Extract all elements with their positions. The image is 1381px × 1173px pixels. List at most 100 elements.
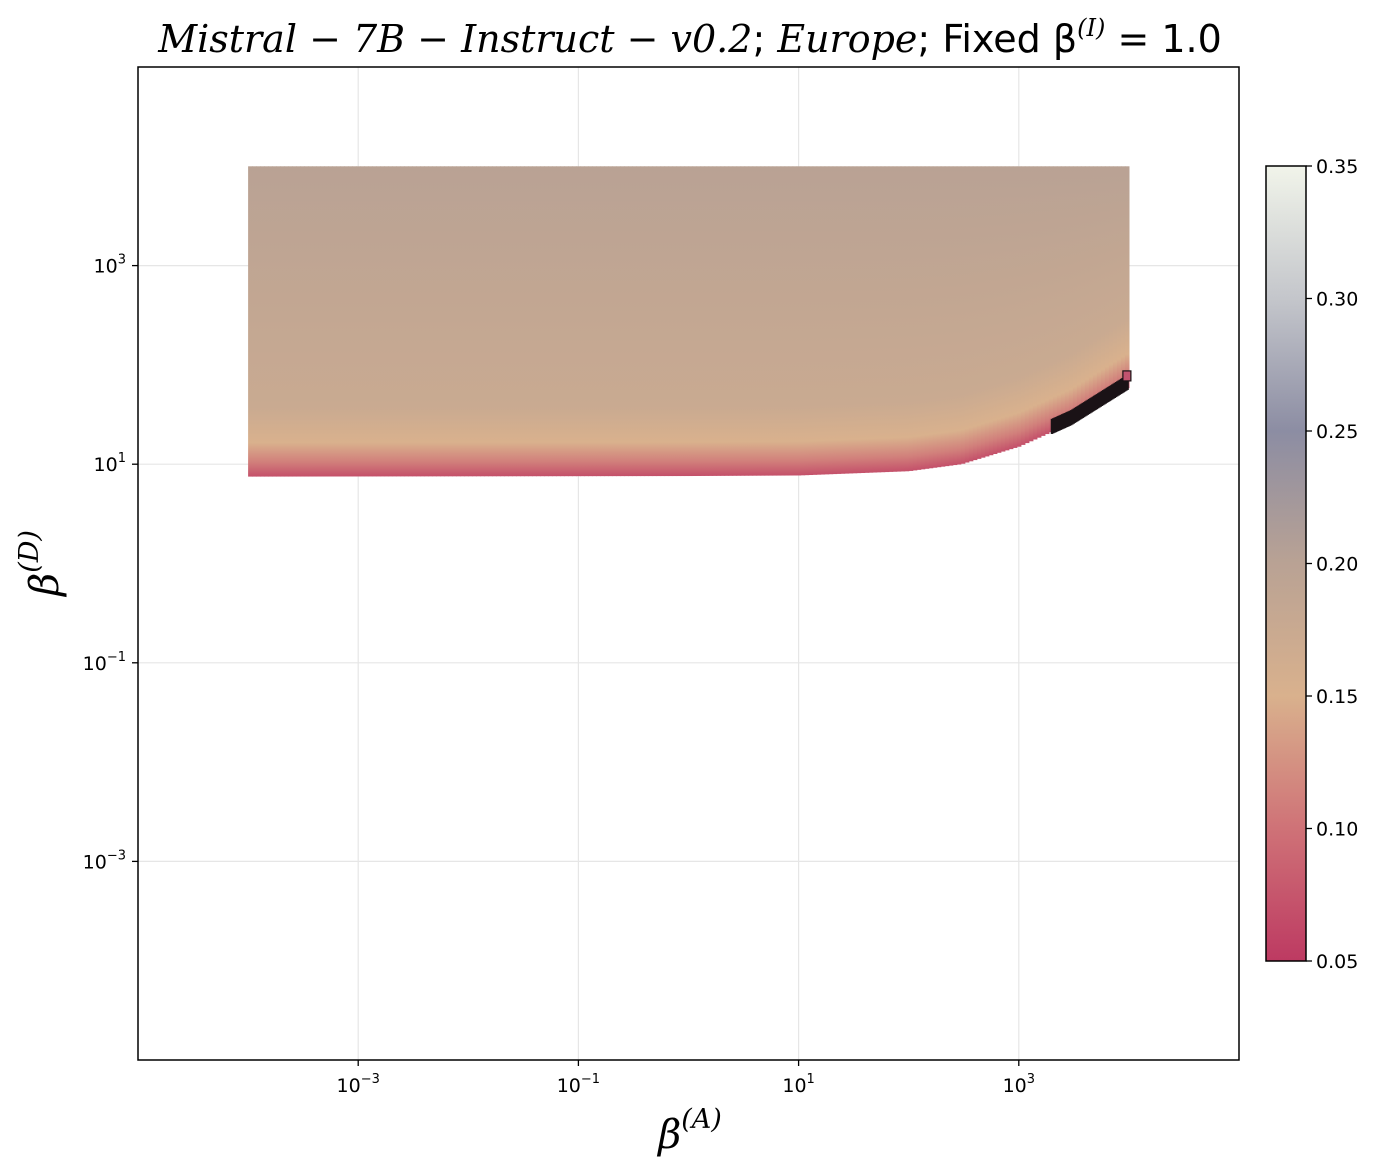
heatmap-strip	[472, 166, 477, 477]
heatmap-strip	[984, 166, 990, 457]
heatmap-strip	[400, 166, 405, 477]
heatmap-strip	[548, 166, 553, 477]
heatmap-strip	[904, 166, 910, 472]
heatmap-strip	[364, 166, 369, 477]
heatmap-strip	[536, 166, 541, 477]
heatmap-strip	[680, 166, 686, 477]
heatmap-strip	[428, 166, 433, 477]
heatmap-strip	[580, 166, 586, 477]
heatmap-strip	[816, 166, 822, 475]
heatmap-strip	[1072, 166, 1078, 421]
heatmap-strip	[568, 166, 573, 477]
heatmap-strip	[920, 166, 926, 470]
heatmap-strip	[840, 166, 846, 474]
heatmap-strip	[492, 166, 497, 477]
heatmap-strip	[828, 166, 834, 475]
heatmap-strip	[528, 166, 533, 477]
heatmap-strip	[440, 166, 445, 477]
heatmap-strip	[740, 166, 746, 476]
heatmap-strip	[748, 166, 754, 476]
heatmap-strip	[736, 166, 742, 476]
heatmap-strip	[724, 166, 730, 476]
heatmap-strip	[1052, 166, 1058, 431]
y-axis-label: β(D)	[14, 530, 68, 598]
heatmap-strip	[1004, 166, 1010, 451]
heatmap-strip	[992, 166, 998, 455]
y-tick-label: 101	[94, 451, 126, 476]
heatmap-strip	[488, 166, 493, 477]
heatmap-strip	[692, 166, 698, 477]
heatmap-strip	[628, 166, 634, 477]
heatmap-strip	[512, 166, 517, 477]
heatmap-strip	[540, 166, 545, 477]
heatmap-strip	[456, 166, 461, 477]
heatmap-strip	[908, 166, 914, 471]
heatmap-strip	[856, 166, 862, 474]
heatmap-strip	[284, 166, 289, 477]
heatmap-strip	[408, 166, 413, 477]
heatmap-strip	[924, 166, 930, 469]
heatmap-strip	[648, 166, 654, 477]
heatmap-strip	[1116, 166, 1122, 394]
heatmap-strip	[388, 166, 393, 477]
heatmap-strip	[940, 166, 946, 467]
heatmap-strip	[696, 166, 702, 476]
heatmap-strip	[496, 166, 501, 477]
heatmap-strip	[876, 166, 882, 473]
y-tick-label: 10−1	[83, 650, 126, 675]
heatmap-strip	[420, 166, 425, 477]
heatmap-strip	[368, 166, 373, 477]
y-tick-label: 103	[94, 253, 126, 278]
heatmap-strip	[1016, 166, 1022, 447]
heatmap-strip	[1024, 166, 1030, 444]
heatmap-strip	[820, 166, 826, 475]
heatmap-strip	[264, 166, 269, 477]
heatmap-strip	[424, 166, 429, 477]
x-axis-ticks: 10−3 10−1 101 103	[337, 1060, 1035, 1097]
heatmap-strip	[468, 166, 473, 477]
heatmap-strip	[1036, 166, 1042, 438]
x-tick-label: 103	[1003, 1072, 1035, 1097]
heatmap-strip	[668, 166, 674, 477]
heatmap-strip	[584, 166, 590, 477]
heatmap-strip	[500, 166, 505, 477]
heatmap-strip	[600, 166, 606, 477]
heatmap-strip	[1124, 166, 1130, 389]
heatmap-strip	[524, 166, 529, 477]
heatmap-strip	[720, 166, 726, 476]
heatmap-strip	[300, 166, 305, 477]
heatmap-strip	[576, 166, 582, 477]
heatmap-strip	[800, 166, 806, 476]
heatmap-strip	[608, 166, 614, 477]
heatmap-strip	[832, 166, 838, 475]
heatmap-strip	[360, 166, 365, 477]
heatmap-strip	[556, 166, 561, 477]
heatmap-strip	[704, 166, 710, 476]
heatmap-strip	[296, 166, 301, 477]
heatmap-strip	[248, 166, 253, 477]
heatmap-strip	[792, 166, 798, 476]
heatmap-strip	[448, 166, 453, 477]
heatmap-strip	[656, 166, 662, 477]
heatmap-strip	[352, 166, 357, 477]
heatmap-strip	[764, 166, 770, 476]
heatmap-strip	[960, 166, 966, 464]
heatmap-strip	[464, 166, 469, 477]
heatmap-strip	[392, 166, 397, 477]
heatmap-strip	[952, 166, 958, 466]
heatmap-strip	[316, 166, 321, 477]
heatmap-strip	[912, 166, 918, 471]
heatmap-strip	[476, 166, 481, 477]
heatmap-strip	[560, 166, 565, 477]
heatmap-strip	[872, 166, 878, 473]
heatmap-strip	[644, 166, 650, 477]
heatmap-strip	[772, 166, 778, 476]
heatmap-strip	[272, 166, 277, 477]
heatmap-strip	[380, 166, 385, 477]
colorbar-tick-label: 0.20	[1316, 554, 1358, 576]
heatmap-strip	[732, 166, 738, 476]
heatmap-strip	[780, 166, 786, 476]
heatmap-strip	[932, 166, 938, 468]
heatmap-strip	[896, 166, 902, 472]
